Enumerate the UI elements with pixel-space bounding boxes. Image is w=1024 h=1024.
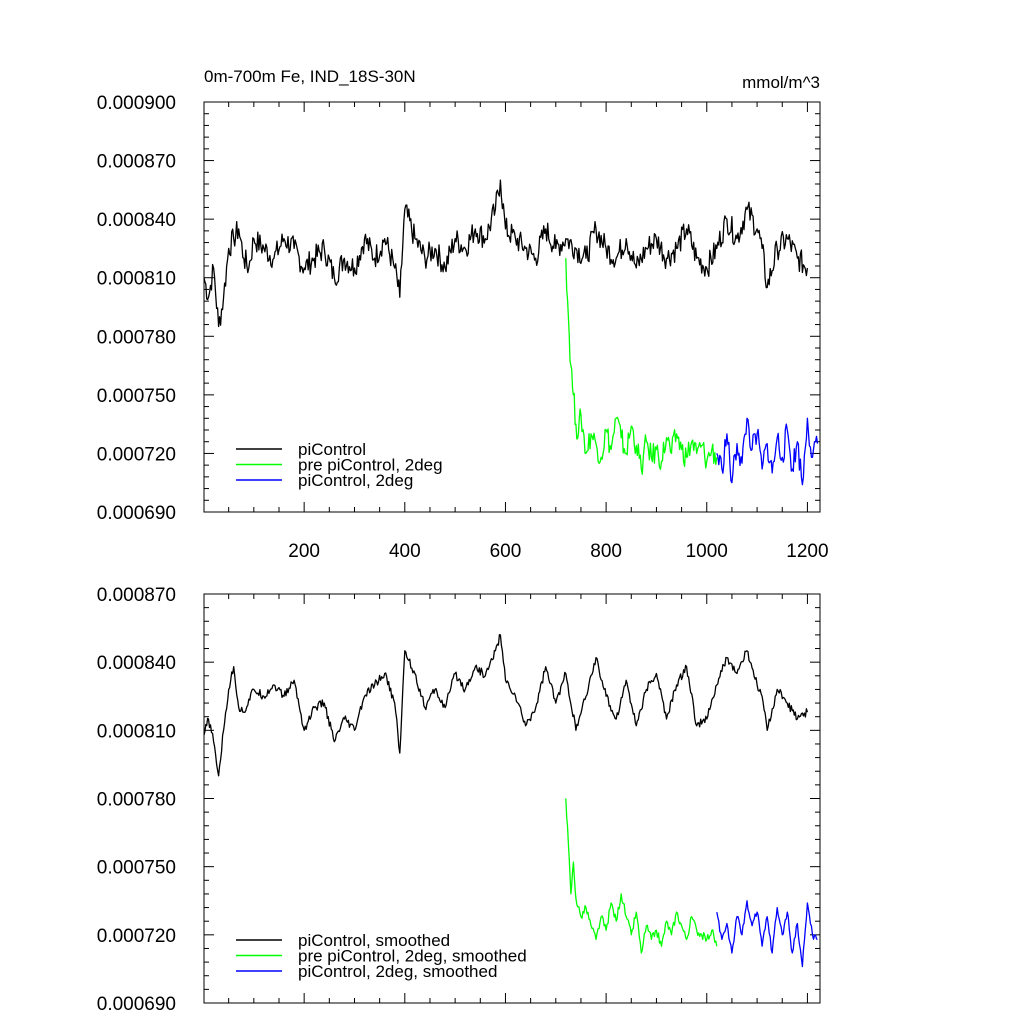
legend-label-pre-picontrol-2deg-smoothed: pre piControl, 2deg, smoothed [298, 947, 527, 966]
x-tick-label: 200 [288, 541, 320, 562]
legend-label-picontrol-smoothed: piControl, smoothed [298, 931, 450, 950]
bottom-y-ticks: 0.000690 0.000720 0.000750 0.000780 0.000810… [97, 585, 820, 1015]
series-line-picontrol-smoothed [203, 634, 809, 777]
x-tick-label: 800 [590, 541, 622, 562]
series-line-picontrol-2deg [716, 417, 819, 486]
bottom-plot-frame [203, 593, 821, 1004]
y-tick-label: 0.000810 [97, 269, 176, 290]
y-tick-label: 0.000690 [97, 994, 176, 1015]
bottom-legend: piControl, smoothed pre piControl, 2deg,… [236, 931, 527, 981]
top-legend: piControl pre piControl, 2deg piControl,… [236, 440, 443, 490]
y-tick-label: 0.000750 [97, 858, 176, 879]
top-chart-title: 0m-700m Fe, IND_18S-30N [204, 67, 416, 86]
y-tick-label: 0.000900 [97, 93, 176, 114]
top-plot-frame [203, 101, 821, 513]
top-series-lines [203, 179, 819, 486]
y-tick-label: 0.000720 [97, 926, 176, 947]
series-line-pre-picontrol-2deg-smoothed [565, 798, 718, 954]
y-tick-label: 0.000780 [97, 790, 176, 811]
y-tick-label: 0.000840 [97, 653, 176, 674]
bottom-chart-panel: 0.000690 0.000720 0.000750 0.000780 0.000810… [97, 585, 821, 1015]
y-tick-label: 0.000690 [97, 503, 176, 524]
x-tick-label: 1200 [786, 541, 828, 562]
top-chart-panel: 200 400 600 800 1000 1200 0.0006900.0007200.0… [97, 67, 829, 562]
legend-label-picontrol: piControl [298, 440, 366, 459]
bottom-series-lines [203, 634, 818, 968]
legend-label-picontrol-2deg: piControl, 2deg [298, 471, 413, 490]
x-tick-label: 1000 [686, 541, 728, 562]
y-tick-label: 0.000840 [97, 210, 176, 231]
series-line-picontrol-2deg-smoothed [716, 900, 818, 968]
series-line-picontrol [203, 179, 809, 328]
legend-label-picontrol-2deg-smoothed: piControl, 2deg, smoothed [298, 962, 497, 981]
bottom-x-ticks [228, 594, 808, 1003]
top-chart-units: mmol/m^3 [742, 73, 820, 92]
series-line-pre-picontrol-2deg [565, 258, 718, 475]
top-x-ticks: 200 400 600 800 1000 1200 [228, 102, 829, 562]
y-tick-label: 0.000870 [97, 152, 176, 173]
top-y-ticks: 0.000690 0.000720 0.000750 0.000780 0.000810… [97, 93, 820, 524]
y-tick-label: 0.000810 [97, 721, 176, 742]
y-tick-label: 0.000870 [97, 585, 176, 606]
x-tick-label: 400 [389, 541, 421, 562]
y-tick-label: 0.000720 [97, 444, 176, 465]
x-tick-label: 600 [490, 541, 522, 562]
legend-label-pre-picontrol-2deg: pre piControl, 2deg [298, 456, 443, 475]
y-tick-label: 0.000750 [97, 386, 176, 407]
y-tick-label: 0.000780 [97, 327, 176, 348]
